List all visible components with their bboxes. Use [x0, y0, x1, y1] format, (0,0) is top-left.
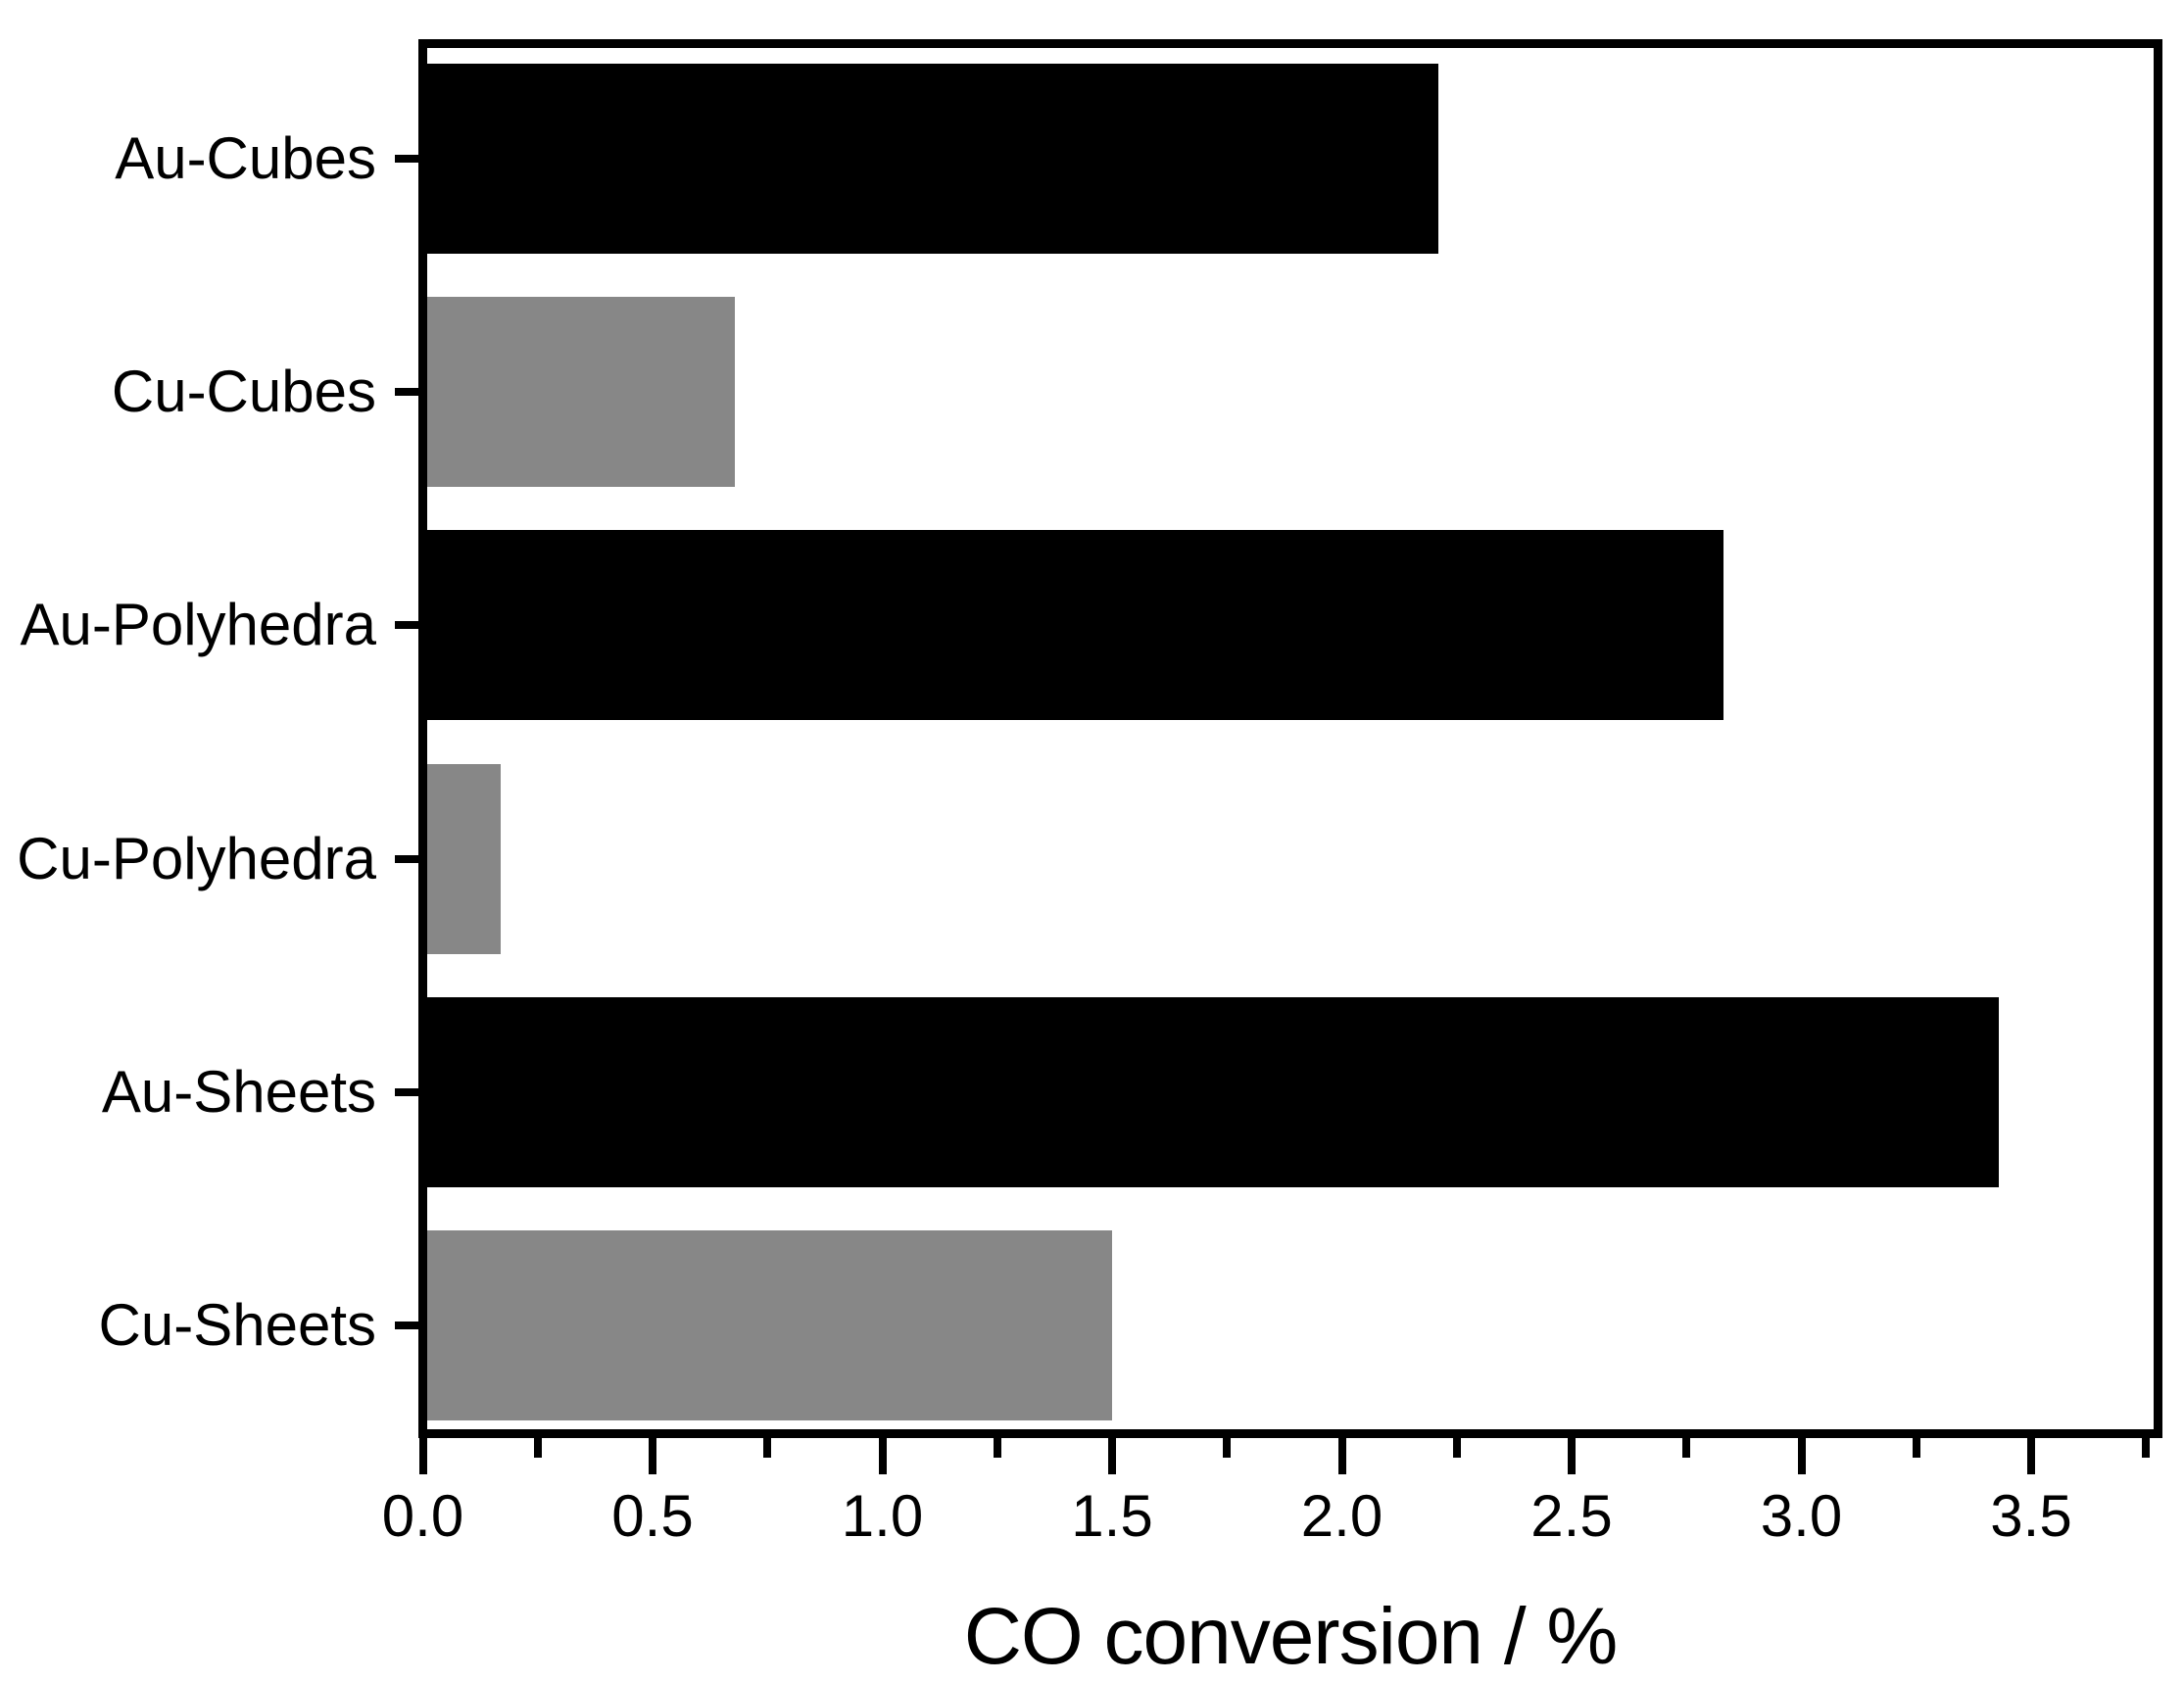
- y-tick: [395, 854, 425, 863]
- y-tick: [395, 1322, 425, 1329]
- x-tick-label: 0.5: [611, 1483, 694, 1549]
- y-tick-label: Au-Sheets: [101, 1058, 376, 1125]
- x-tick-major: [878, 1438, 887, 1474]
- y-tick: [395, 1087, 425, 1096]
- x-tick-major: [1337, 1438, 1346, 1474]
- x-axis-title: CO conversion / %: [963, 1592, 1619, 1681]
- y-tick-label: Au-Polyhedra: [20, 592, 376, 658]
- x-tick-label: 1.5: [1071, 1483, 1153, 1549]
- x-tick-label: 2.0: [1300, 1483, 1383, 1549]
- x-tick-minor: [1452, 1438, 1461, 1458]
- bar-au-cubes: [427, 64, 1438, 254]
- plot-area: [418, 39, 2162, 1438]
- y-tick-label: Cu-Polyhedra: [17, 825, 376, 891]
- x-tick-minor: [1682, 1438, 1691, 1458]
- y-tick-label: Cu-Sheets: [98, 1292, 376, 1358]
- x-tick-major: [1568, 1438, 1576, 1474]
- x-tick-major: [649, 1438, 656, 1474]
- bar-cu-cubes: [427, 297, 736, 488]
- bar-cu-sheets: [427, 1230, 1112, 1420]
- x-tick-minor: [2142, 1438, 2151, 1458]
- x-tick-major: [2027, 1438, 2035, 1474]
- x-tick-label: 2.5: [1530, 1483, 1613, 1549]
- bar-cu-polyhedra: [427, 763, 502, 954]
- y-tick: [395, 155, 425, 163]
- x-tick-major: [418, 1438, 427, 1474]
- x-tick-label: 0.0: [381, 1483, 464, 1549]
- x-tick-major: [1797, 1438, 1806, 1474]
- x-tick-minor: [1912, 1438, 1920, 1458]
- x-tick-minor: [993, 1438, 1001, 1458]
- y-tick: [395, 388, 425, 397]
- y-tick: [395, 621, 425, 630]
- x-tick-label: 1.0: [841, 1483, 924, 1549]
- x-tick-minor: [1223, 1438, 1232, 1458]
- x-tick-label: 3.5: [1990, 1483, 2072, 1549]
- bar-au-sheets: [427, 996, 1999, 1187]
- x-tick-label: 3.0: [1760, 1483, 1843, 1549]
- y-tick-label: Cu-Cubes: [111, 359, 376, 425]
- x-tick-minor: [763, 1438, 772, 1458]
- x-tick-major: [1108, 1438, 1116, 1474]
- y-tick-label: Au-Cubes: [115, 125, 376, 191]
- bar-au-polyhedra: [427, 530, 1723, 721]
- x-tick-minor: [533, 1438, 542, 1458]
